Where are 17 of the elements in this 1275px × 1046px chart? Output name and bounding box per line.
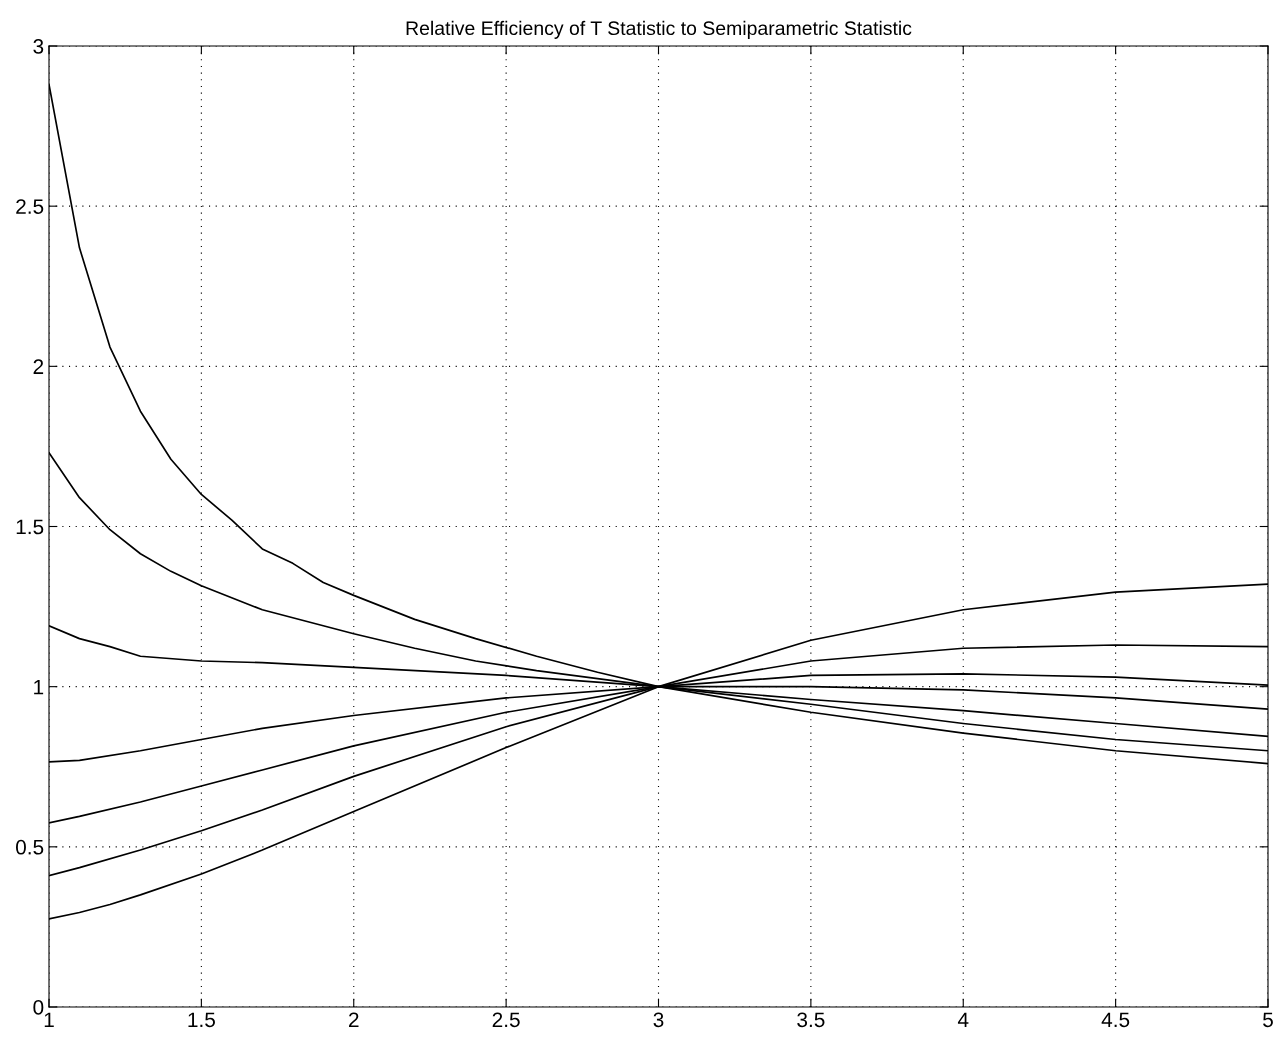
x-tick-label: 5 [1263,1012,1273,1028]
y-tick-label: 0.5 [15,839,44,855]
y-tick-label: 2.5 [16,199,44,214]
x-tick-label: 3.5 [797,1012,825,1028]
x-tick-label: 4 [957,1012,969,1027]
x-tick-label: 2.5 [492,1012,520,1028]
y-tick-label: 1.5 [16,519,44,535]
x-tick-label: 1.5 [188,1012,215,1028]
y-tick-label: 0 [33,1000,44,1015]
y-tick-label: 2 [33,359,44,374]
x-tick-label: 1 [44,1012,54,1027]
x-tick-label: 3 [653,1012,664,1028]
y-tick-label: 1 [34,679,44,695]
x-tick-label: 2 [349,1012,359,1027]
chart-title: Relative Efficiency of T Statistic to Semiparametric Statistic [406,20,912,39]
x-tick-label: 4.5 [1101,1012,1130,1028]
y-tick-label: 3 [33,39,44,54]
